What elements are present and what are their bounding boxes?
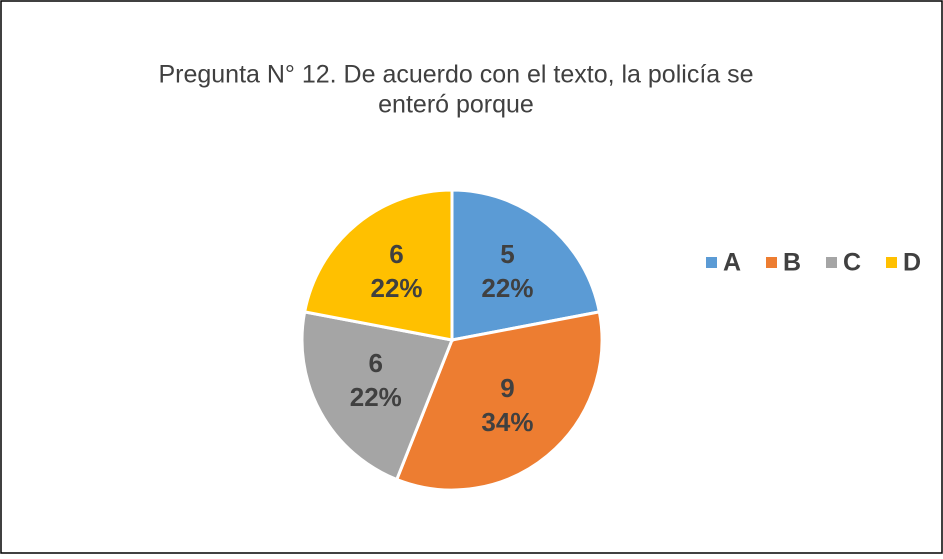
legend-label: D [903, 249, 921, 277]
legend-swatch [766, 257, 777, 268]
legend-swatch [826, 257, 837, 268]
data-label-percent: 22% [371, 273, 423, 303]
pie-slice [450, 188, 602, 342]
data-label-percent: 34% [481, 407, 533, 437]
data-label-count: 5 [500, 239, 514, 269]
data-label-count: 6 [369, 348, 383, 378]
data-label-percent: 22% [350, 382, 402, 412]
legend-label: C [843, 249, 861, 277]
legend-label: B [783, 249, 801, 277]
data-label-count: 9 [500, 373, 514, 403]
legend-label: A [723, 249, 741, 277]
chart-title: enteró porque [378, 91, 534, 119]
legend-swatch [706, 257, 717, 268]
legend-swatch [886, 257, 897, 268]
data-label-percent: 22% [481, 273, 533, 303]
pie-slice [300, 310, 455, 482]
pie-slice [394, 310, 604, 492]
pie-slice [302, 188, 454, 342]
data-label-count: 6 [389, 239, 403, 269]
chart-title: Pregunta N° 12. De acuerdo con el texto,… [158, 61, 753, 89]
